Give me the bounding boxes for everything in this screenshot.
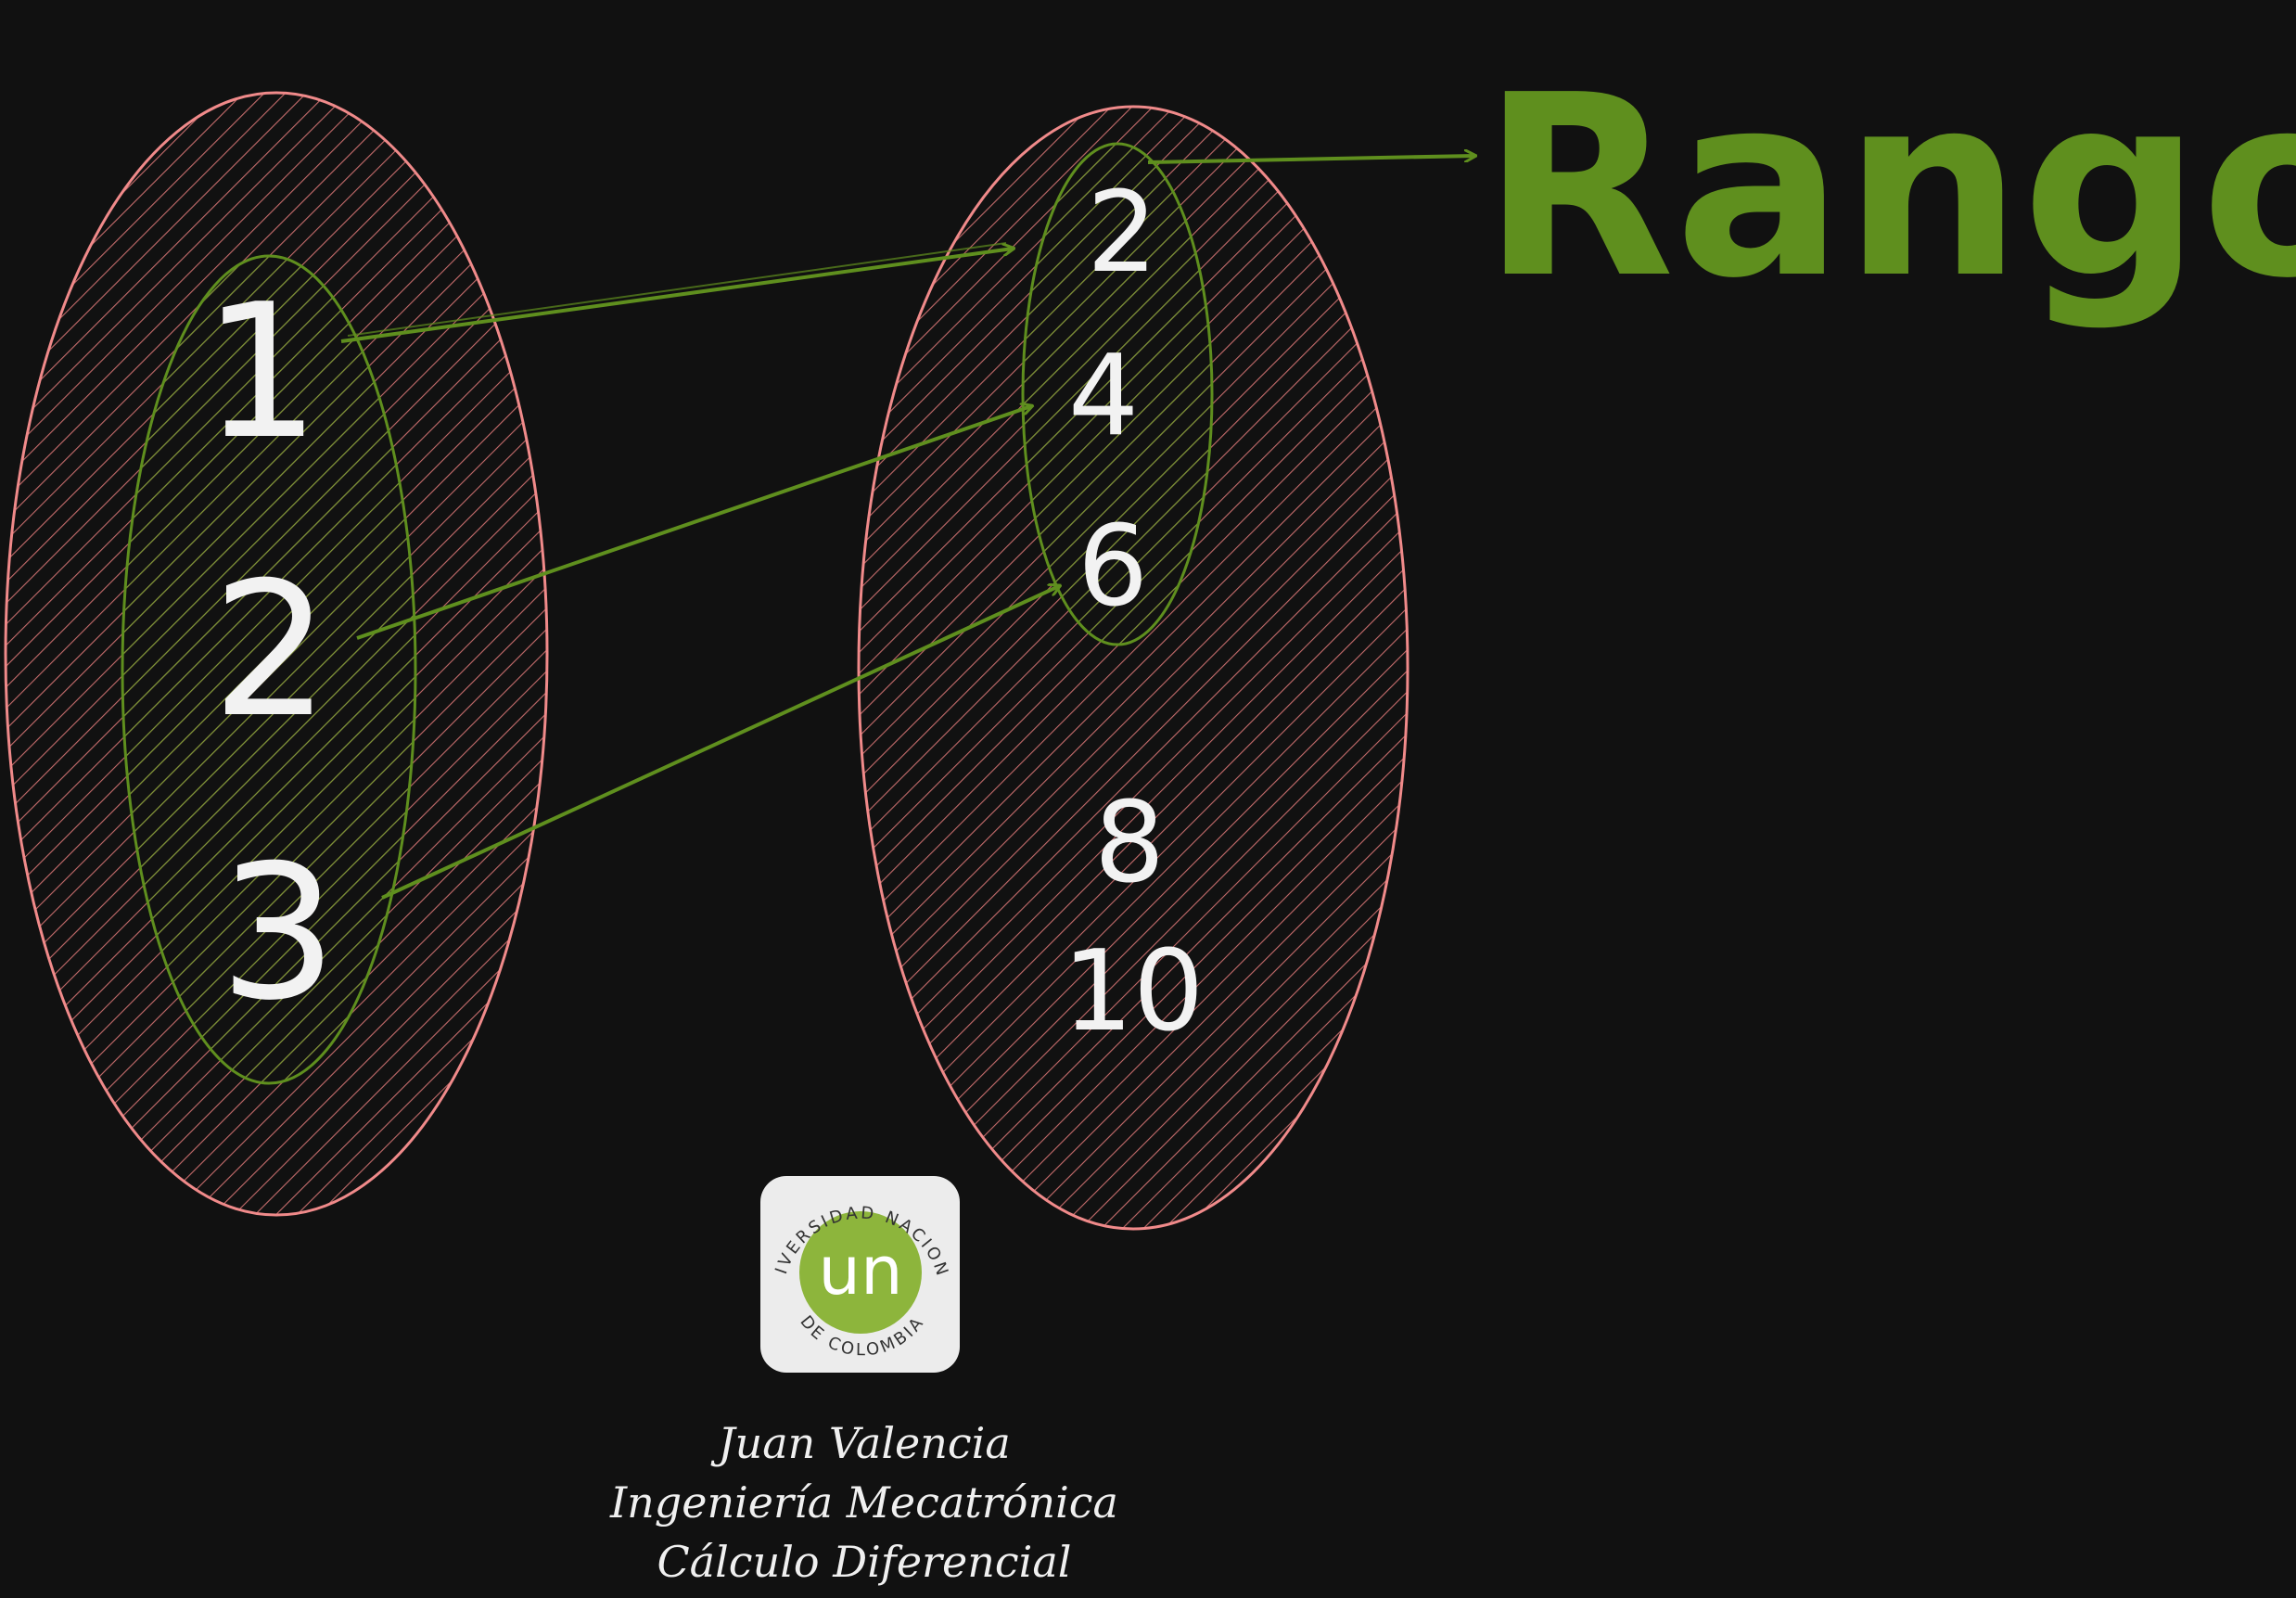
- codomain-element-10: 10: [1063, 927, 1205, 1056]
- range-element-4: 4: [1068, 332, 1139, 461]
- codomain-set: 2 4 6 8 10: [857, 105, 1409, 1231]
- range-element-2: 2: [1087, 169, 1157, 298]
- arrow-1-to-2-sketch: [347, 242, 1007, 337]
- credit-course: Cálculo Diferencial: [657, 1537, 1071, 1587]
- domain-subset-outline: [121, 254, 417, 1085]
- credit-author: Juan Valencia: [710, 1418, 1011, 1468]
- mapping-arrows: [340, 156, 1474, 900]
- domain-element-1: 1: [202, 264, 320, 480]
- arrow-3-to-6: [381, 586, 1059, 900]
- codomain-element-8: 8: [1094, 779, 1165, 908]
- arrow-range-to-title: [1147, 156, 1474, 164]
- credit-program: Ingeniería Mecatrónica: [609, 1477, 1118, 1528]
- arrow-1-to-2: [340, 249, 1013, 343]
- domain-set: 1 2 3: [4, 91, 549, 1217]
- logo-monogram-circle: [799, 1211, 922, 1334]
- credits: Juan Valencia Ingeniería Mecatrónica Cál…: [609, 1418, 1118, 1587]
- range-title: Rango: [1482, 41, 2296, 333]
- range-subset-outline: [1021, 142, 1214, 646]
- domain-element-2: 2: [211, 543, 329, 759]
- arrow-2-to-4: [356, 406, 1031, 640]
- codomain-set-outline: [857, 105, 1409, 1231]
- domain-element-3: 3: [219, 825, 337, 1042]
- range-element-6: 6: [1078, 503, 1148, 632]
- logo-monogram: un: [818, 1232, 902, 1310]
